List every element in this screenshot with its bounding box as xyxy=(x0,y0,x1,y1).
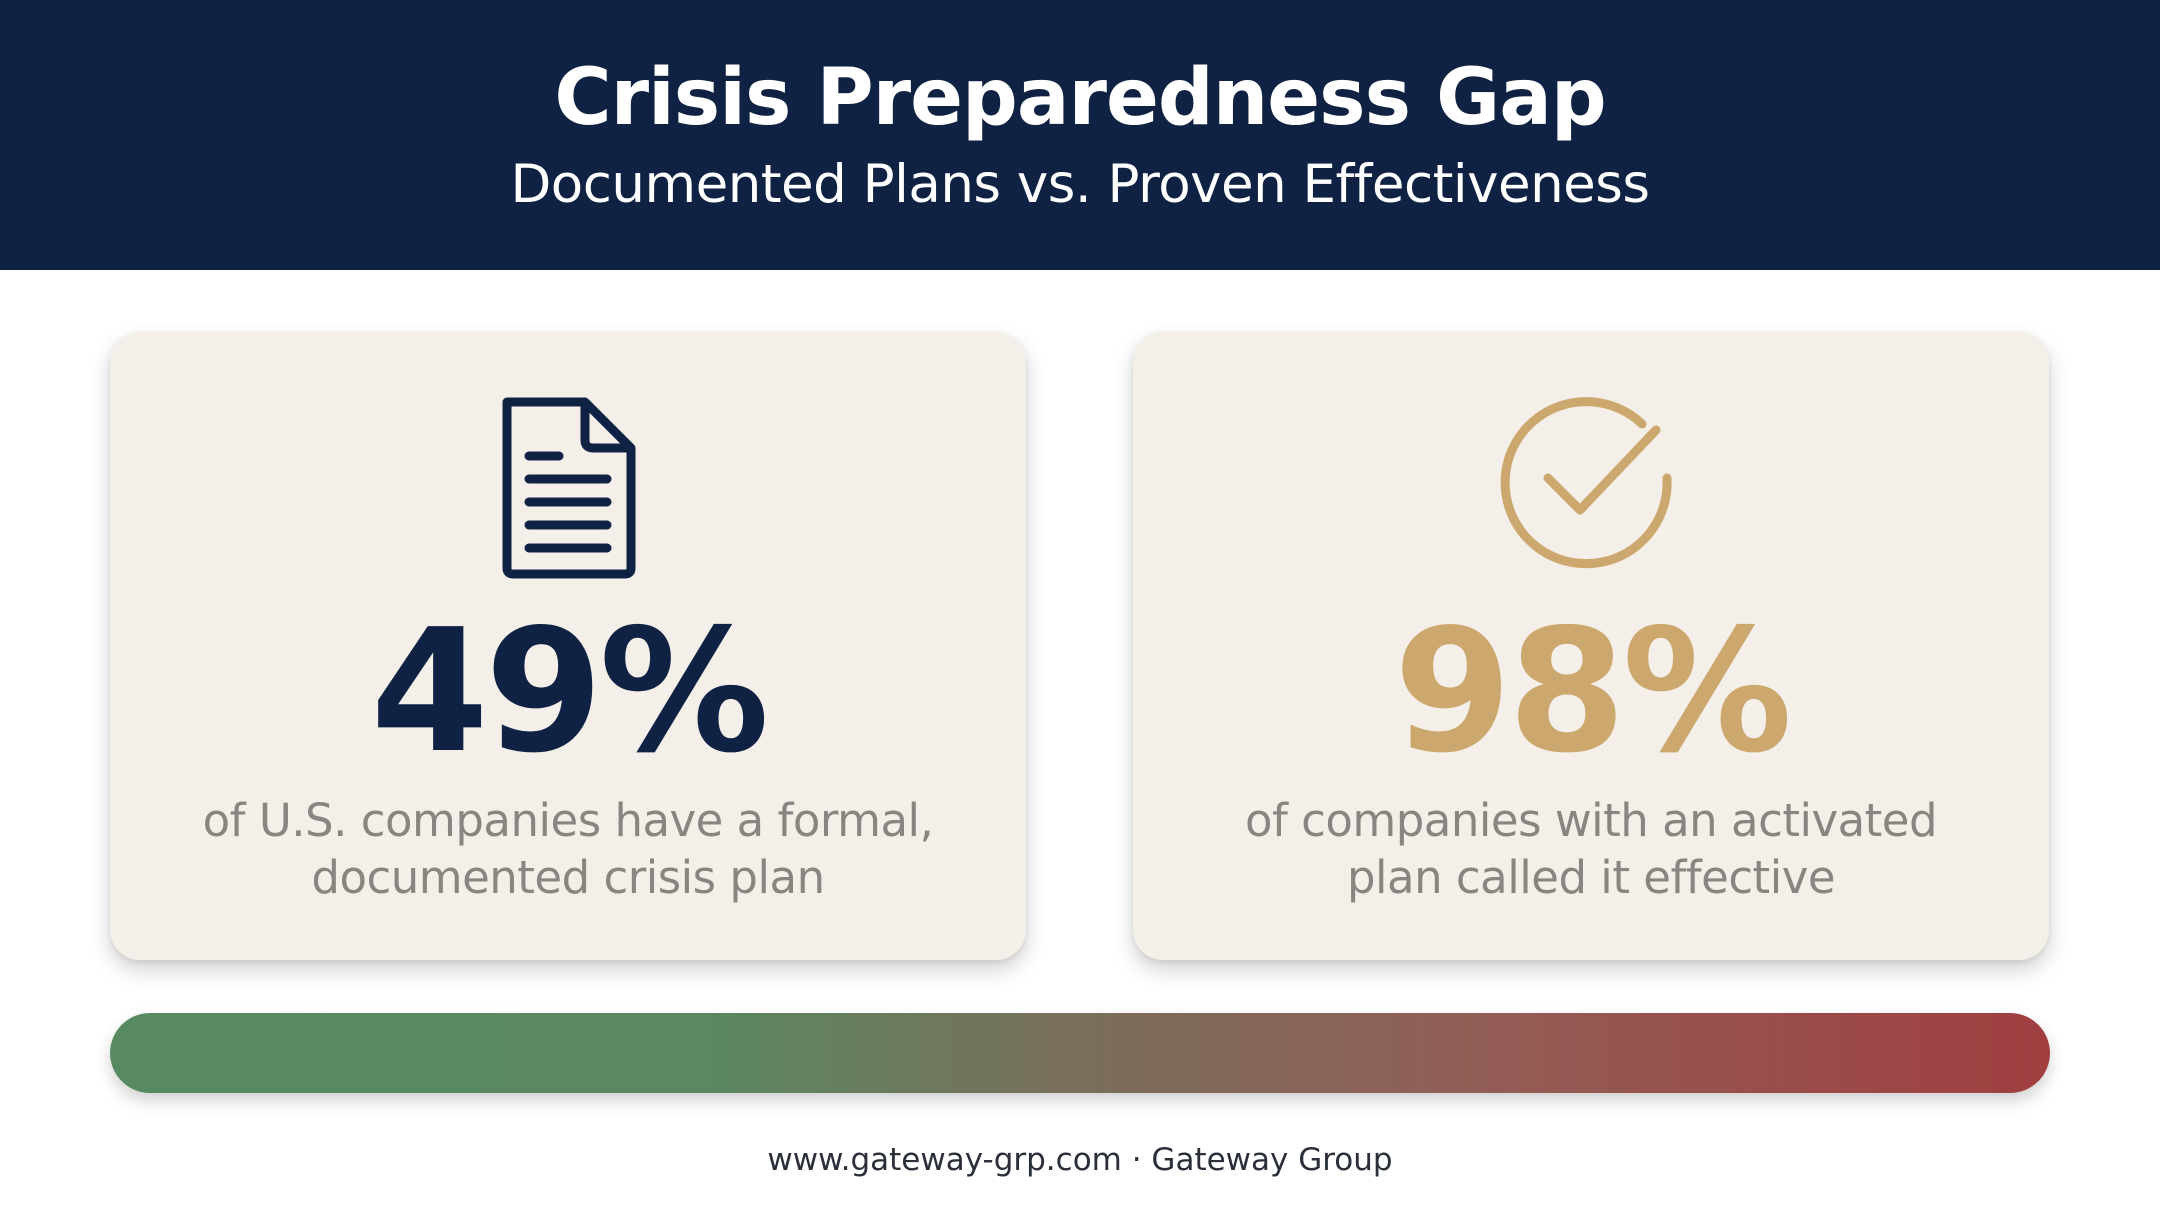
stat-value: 49% xyxy=(370,593,770,791)
stat-card-documented-plans: 49% of U.S. companies have a formal, doc… xyxy=(110,332,1026,960)
stat-value: 98% xyxy=(1393,593,1793,791)
stat-description-line: plan called it effective xyxy=(1346,851,1836,904)
page-subtitle: Documented Plans vs. Proven Effectivenes… xyxy=(510,154,1650,215)
stat-description: of U.S. companies have a formal, documen… xyxy=(150,792,986,906)
gap-gradient-bar xyxy=(110,1013,2050,1093)
header-banner: Crisis Preparedness Gap Documented Plans… xyxy=(0,0,2160,270)
stat-description-line: documented crisis plan xyxy=(311,851,825,904)
stat-description-line: of companies with an activated xyxy=(1244,794,1938,847)
page-title: Crisis Preparedness Gap xyxy=(554,53,1606,143)
stat-description-line: of U.S. companies have a formal, xyxy=(202,794,934,847)
stat-description: of companies with an activated plan call… xyxy=(1173,792,2009,906)
check-circle-icon xyxy=(1133,392,2049,582)
document-icon xyxy=(110,392,1026,582)
stat-card-plan-effectiveness: 98% of companies with an activated plan … xyxy=(1133,332,2049,960)
footer-credit: www.gateway-grp.com · Gateway Group xyxy=(767,1142,1393,1178)
